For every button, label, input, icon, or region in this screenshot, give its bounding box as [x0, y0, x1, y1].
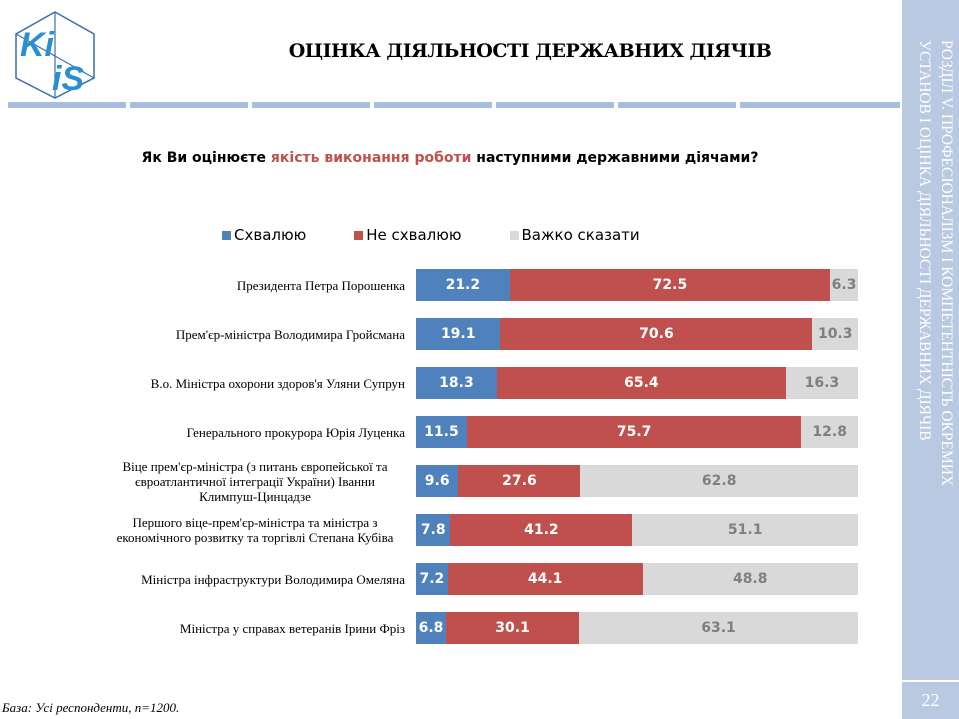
header-divider — [374, 102, 492, 108]
header-divider — [618, 102, 736, 108]
bar-segment-hard-to-say: 12.8 — [801, 416, 858, 448]
bar-stack: 6.8 30.1 63.1 — [416, 612, 858, 644]
legend-item-hard-to-say: Важко сказати — [509, 226, 640, 244]
category-label: Генерального прокурора Юрія Луценка — [186, 424, 405, 440]
bar-segment-hard-to-say: 6.3 — [830, 269, 858, 301]
bar-segment-hard-to-say: 62.8 — [580, 465, 858, 497]
legend-item-approve: Схвалюю — [222, 226, 306, 244]
header-divider — [496, 102, 614, 108]
category-label: Першого віце-прем'єр-міністра та міністр… — [116, 515, 394, 545]
chart-row: Віце прем'єр-міністра (з питань європейс… — [0, 458, 900, 504]
legend-item-disapprove: Не схвалюю — [354, 226, 462, 244]
bar-segment-disapprove: 72.5 — [509, 269, 831, 301]
bar-segment-disapprove: 70.6 — [500, 318, 813, 350]
kiis-logo: Ki iS — [15, 11, 95, 99]
category-label: Міністра інфраструктури Володимира Омеля… — [141, 571, 405, 587]
category-label: Віце прем'єр-міністра (з питань європейс… — [122, 458, 388, 504]
chart-row: Міністра інфраструктури Володимира Омеля… — [0, 563, 900, 595]
bar-segment-approve: 11.5 — [416, 416, 467, 448]
bar-segment-approve: 18.3 — [416, 367, 497, 399]
bar-segment-approve: 19.1 — [416, 318, 501, 350]
bar-segment-disapprove: 30.1 — [446, 612, 580, 644]
legend-swatch — [354, 230, 364, 240]
category-label: В.о. Міністра охорони здоров'я Уляни Суп… — [150, 375, 405, 391]
bar-stack: 18.3 65.4 16.3 — [416, 367, 858, 399]
chart-row: Першого віце-прем'єр-міністра та міністр… — [0, 514, 900, 546]
section-title-line: РОЗДІЛ V. ПРОФЕСІОНАЛІЗМ І КОМПЕТЕНТНІСТ… — [938, 40, 955, 487]
bar-segment-disapprove: 75.7 — [466, 416, 802, 448]
section-sidebar — [902, 0, 959, 680]
section-title: РОЗДІЛ V. ПРОФЕСІОНАЛІЗМ І КОМПЕТЕНТНІСТ… — [913, 40, 957, 640]
question-text: наступними державними діячами? — [471, 150, 759, 166]
bar-segment-disapprove: 44.1 — [447, 563, 643, 595]
legend-swatch — [222, 230, 231, 240]
bar-segment-hard-to-say: 48.8 — [642, 563, 858, 595]
bar-stack: 21.2 72.5 6.3 — [416, 269, 858, 301]
legend-swatch — [509, 230, 519, 240]
bar-segment-approve: 7.2 — [416, 563, 448, 595]
legend-label: Важко сказати — [521, 226, 640, 244]
bar-segment-approve: 21.2 — [416, 269, 510, 301]
bar-segment-hard-to-say: 63.1 — [579, 612, 858, 644]
category-label: Міністра у справах ветеранів Ірини Фріз — [179, 620, 405, 636]
bar-stack: 11.5 75.7 12.8 — [416, 416, 858, 448]
bar-stack: 19.1 70.6 10.3 — [416, 318, 858, 350]
category-label: Прем'єр-міністра Володимира Гройсмана — [175, 326, 405, 342]
bar-segment-hard-to-say: 10.3 — [812, 318, 858, 350]
header-divider — [8, 102, 126, 108]
chart-legend: Схвалюю Не схвалюю Важко сказати — [222, 226, 640, 244]
bar-stack: 7.2 44.1 48.8 — [416, 563, 858, 595]
legend-label: Схвалюю — [234, 226, 307, 244]
bar-segment-disapprove: 27.6 — [458, 465, 581, 497]
chart-row: Президента Петра Порошенка 21.2 72.5 6.3 — [0, 269, 900, 301]
chart-row: Прем'єр-міністра Володимира Гройсмана 19.… — [0, 318, 900, 350]
chart-row: Генерального прокурора Юрія Луценка 11.5 7… — [0, 416, 900, 448]
svg-text:iS: iS — [52, 60, 84, 98]
header-divider — [130, 102, 248, 108]
page-title: ОЦІНКА ДІЯЛЬНОСТІ ДЕРЖАВНИХ ДІЯЧІВ — [288, 40, 772, 62]
category-label: Президента Петра Порошенка — [236, 277, 405, 293]
bar-segment-disapprove: 41.2 — [450, 514, 633, 546]
bar-segment-hard-to-say: 16.3 — [785, 367, 858, 399]
bar-stack: 9.6 27.6 62.8 — [416, 465, 858, 497]
bar-segment-approve: 7.8 — [416, 514, 451, 546]
question-highlight: якість виконання роботи — [270, 150, 472, 166]
svg-text:Ki: Ki — [20, 26, 56, 64]
question-text: Як Ви оцінюєте — [141, 150, 271, 166]
section-title-line: УСТАНОВ І ОЦІНКА ДІЯЛЬНОСТІ ДЕРЖАВНИХ ДІ… — [916, 40, 933, 441]
bar-segment-approve: 9.6 — [416, 465, 459, 497]
header-divider — [740, 102, 900, 108]
legend-label: Не схвалюю — [366, 226, 462, 244]
bar-stack: 7.8 41.2 51.1 — [416, 514, 858, 546]
bar-segment-hard-to-say: 51.1 — [632, 514, 858, 546]
bar-segment-approve: 6.8 — [416, 612, 447, 644]
survey-question: Як Ви оцінюєте якість виконання роботи н… — [0, 150, 900, 166]
chart-row: В.о. Міністра охорони здоров'я Уляни Суп… — [0, 367, 900, 399]
footnote-base: База: Усі респонденти, n=1200. — [2, 700, 180, 715]
bar-segment-disapprove: 65.4 — [496, 367, 786, 399]
page-number: 22 — [902, 682, 959, 719]
header-divider — [252, 102, 370, 108]
chart-row: Міністра у справах ветеранів Ірини Фріз 6… — [0, 612, 900, 644]
